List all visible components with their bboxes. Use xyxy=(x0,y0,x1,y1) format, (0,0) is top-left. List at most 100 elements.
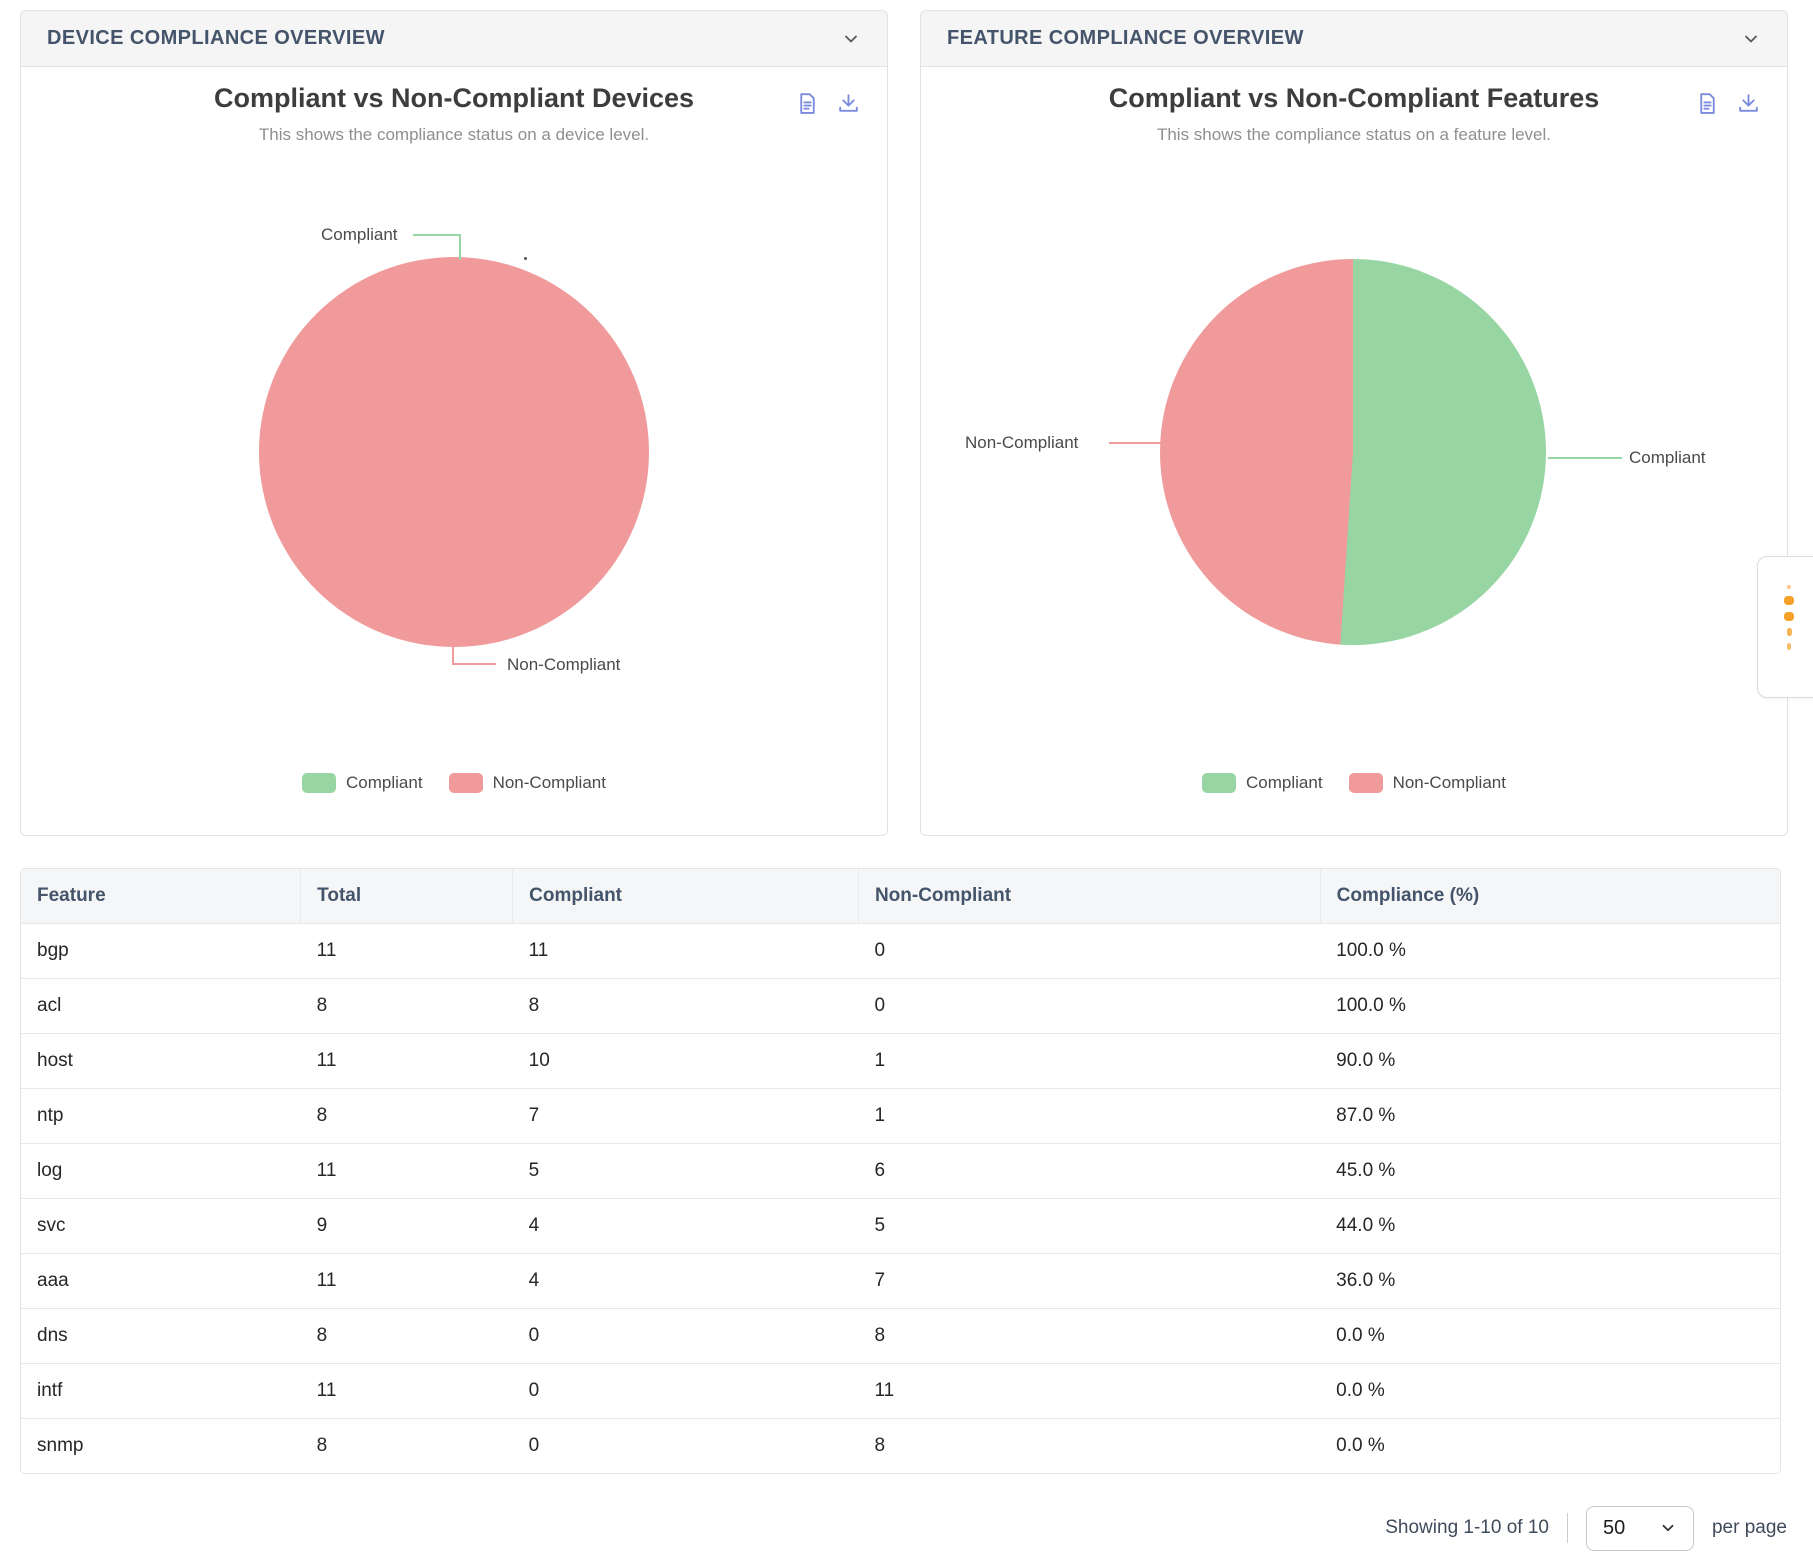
table-cell: 8 xyxy=(858,1307,1321,1363)
table-cell: 0 xyxy=(512,1307,859,1363)
table-cell: 9 xyxy=(300,1197,513,1253)
table-cell: 8 xyxy=(300,1307,513,1363)
legend-label: Compliant xyxy=(1246,773,1323,792)
download-icon[interactable] xyxy=(1736,91,1761,116)
page-size-value: 50 xyxy=(1602,1516,1626,1539)
device-chart-toolbar xyxy=(795,91,861,116)
feature-chart-subtitle: This shows the compliance status on a fe… xyxy=(1156,125,1552,144)
orange-dot xyxy=(1787,643,1791,650)
table-row[interactable]: svc 9 4 5 44.0 % xyxy=(21,1197,1780,1253)
chevron-down-icon[interactable] xyxy=(841,29,861,49)
legend-label: Compliant xyxy=(346,773,423,792)
orange-dot xyxy=(1784,596,1794,605)
legend-label: Non-Compliant xyxy=(492,773,606,792)
feature-panel-header[interactable]: FEATURE COMPLIANCE OVERVIEW xyxy=(921,11,1787,67)
device-chart-area: Compliant vs Non-Compliant Devices This … xyxy=(21,67,887,835)
legend-item-compliant[interactable]: Compliant xyxy=(302,773,423,793)
device-panel-header[interactable]: DEVICE COMPLIANCE OVERVIEW xyxy=(21,11,887,67)
report-document-icon[interactable] xyxy=(795,91,820,116)
device-panel-title: DEVICE COMPLIANCE OVERVIEW xyxy=(47,27,385,49)
table-cell: log xyxy=(21,1142,301,1198)
page-size-select[interactable]: 50 xyxy=(1585,1505,1694,1551)
feature-chart-area: Compliant vs Non-Compliant Features This… xyxy=(921,67,1787,835)
table-row[interactable]: log 11 5 6 45.0 % xyxy=(21,1142,1780,1198)
table-cell: 4 xyxy=(512,1252,859,1308)
leader-line xyxy=(452,641,454,665)
table-cell: 0.0 % xyxy=(1320,1362,1780,1418)
chevron-down-icon xyxy=(1662,1524,1674,1532)
column-header[interactable]: Compliant xyxy=(512,869,859,923)
table-cell: 0 xyxy=(858,922,1321,978)
table-row[interactable]: host 11 10 1 90.0 % xyxy=(21,1032,1780,1088)
table-cell: 8 xyxy=(300,1417,513,1473)
table-row[interactable]: aaa 11 4 7 36.0 % xyxy=(21,1252,1780,1308)
download-icon[interactable] xyxy=(836,91,861,116)
table-cell: 11 xyxy=(300,1142,513,1198)
column-header[interactable]: Compliance (%) xyxy=(1319,869,1780,923)
column-header[interactable]: Non-Compliant xyxy=(857,869,1321,923)
device-compliance-panel: DEVICE COMPLIANCE OVERVIEW Compliant vs … xyxy=(20,10,888,836)
table-header-row: Feature Total Compliant Non-Compliant Compli… xyxy=(21,869,1780,923)
table-row[interactable]: acl 8 8 0 100.0 % xyxy=(21,977,1780,1033)
table-cell: 11 xyxy=(512,922,859,978)
table-row[interactable]: bgp 11 11 0 100.0 % xyxy=(21,922,1780,978)
table-cell: dns xyxy=(21,1307,301,1363)
feature-pie-label-compliant: Compliant xyxy=(1629,448,1706,467)
chart-artifact-dot xyxy=(524,257,527,260)
legend-item-noncompliant[interactable]: Non-Compliant xyxy=(1348,773,1506,793)
table-cell: host xyxy=(21,1032,301,1088)
non-compliant-swatch xyxy=(1348,773,1383,793)
table-cell: 7 xyxy=(512,1087,859,1143)
table-cell: 87.0 % xyxy=(1320,1087,1780,1143)
table-cell: acl xyxy=(21,977,301,1033)
orange-dot xyxy=(1784,612,1794,621)
feature-pie-label-noncompliant: Non-Compliant xyxy=(965,433,1079,452)
legend-item-noncompliant[interactable]: Non-Compliant xyxy=(448,773,606,793)
table-cell: 8 xyxy=(512,977,859,1033)
feature-compliance-panel: FEATURE COMPLIANCE OVERVIEW Compliant vs… xyxy=(920,10,1788,836)
table-cell: 7 xyxy=(858,1252,1321,1308)
feature-compliance-table: Feature Total Compliant Non-Compliant Compli… xyxy=(20,868,1781,1474)
table-cell: 8 xyxy=(300,1087,513,1143)
pagination-bar: Showing 1-10 of 10 50 per page xyxy=(1385,1505,1787,1551)
table-row[interactable]: snmp 8 0 8 0.0 % xyxy=(21,1417,1780,1473)
table-row[interactable]: intf 11 0 11 0.0 % xyxy=(21,1362,1780,1418)
device-pie-label-noncompliant: Non-Compliant xyxy=(507,655,621,674)
legend-item-compliant[interactable]: Compliant xyxy=(1202,773,1323,793)
leader-line xyxy=(1109,442,1161,444)
device-pie-chart[interactable] xyxy=(259,257,649,647)
leader-line xyxy=(413,234,461,236)
table-cell: bgp xyxy=(21,922,301,978)
column-header[interactable]: Feature xyxy=(21,869,301,923)
table-cell: 36.0 % xyxy=(1320,1252,1780,1308)
compliant-swatch xyxy=(302,773,337,793)
table-cell: 100.0 % xyxy=(1320,922,1780,978)
leader-line xyxy=(452,663,496,665)
table-cell: 0.0 % xyxy=(1320,1417,1780,1473)
device-chart-title: Compliant vs Non-Compliant Devices xyxy=(213,83,695,113)
device-chart-legend: Compliant Non-Compliant xyxy=(21,773,887,793)
device-pie-label-compliant: Compliant xyxy=(321,225,398,244)
table-cell: 1 xyxy=(858,1032,1321,1088)
table-cell: 44.0 % xyxy=(1320,1197,1780,1253)
orange-dot xyxy=(1786,628,1792,636)
table-cell: 1 xyxy=(858,1087,1321,1143)
feature-panel-title: FEATURE COMPLIANCE OVERVIEW xyxy=(947,27,1304,49)
floating-widget[interactable] xyxy=(1757,556,1813,698)
feature-pie-chart[interactable] xyxy=(1160,259,1546,645)
compliant-swatch xyxy=(1202,773,1237,793)
report-document-icon[interactable] xyxy=(1695,91,1720,116)
table-cell: 0 xyxy=(512,1417,859,1473)
table-cell: 45.0 % xyxy=(1320,1142,1780,1198)
table-cell: 11 xyxy=(300,922,513,978)
device-chart-subtitle: This shows the compliance status on a de… xyxy=(258,125,650,144)
feature-chart-toolbar xyxy=(1695,91,1761,116)
table-cell: 11 xyxy=(300,1252,513,1308)
table-row[interactable]: ntp 8 7 1 87.0 % xyxy=(21,1087,1780,1143)
table-cell: intf xyxy=(21,1362,301,1418)
chevron-down-icon[interactable] xyxy=(1741,29,1761,49)
table-row[interactable]: dns 8 0 8 0.0 % xyxy=(21,1307,1780,1363)
column-header[interactable]: Total xyxy=(300,869,513,923)
table-cell: 4 xyxy=(512,1197,859,1253)
